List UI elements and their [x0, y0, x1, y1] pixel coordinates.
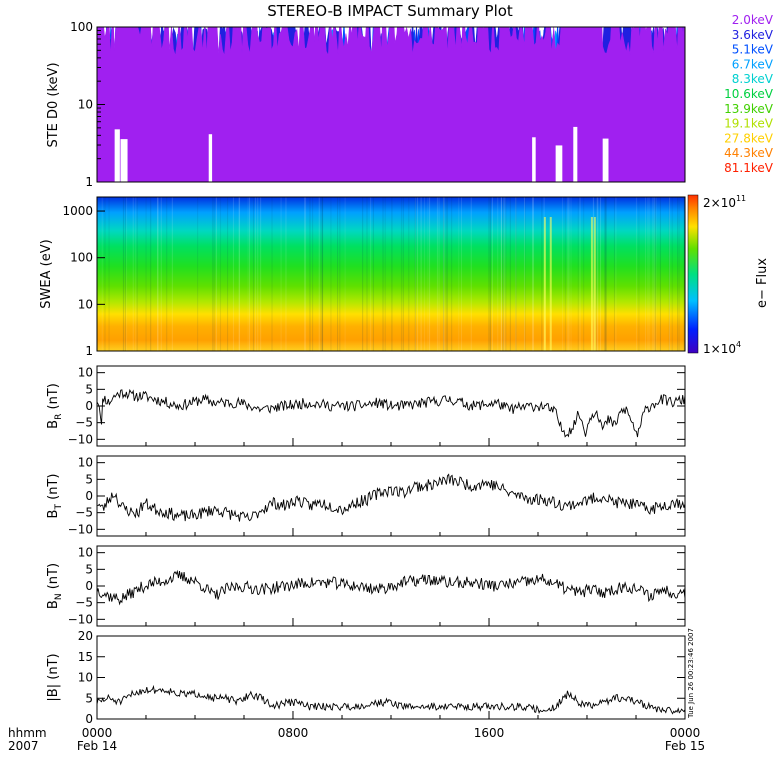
ste-legend-entry: 3.6keV [732, 28, 774, 42]
swea-y-tick-label: 1000 [62, 204, 93, 218]
swea-panel: 1 10 100 1000 SWEA (eV) 2×1011 1×104 e− Flu… [39, 194, 770, 358]
br-y-tick-label: 0 [85, 399, 93, 413]
bt-trace [96, 473, 686, 522]
time-axis-label-hhmm: hhmm [8, 726, 47, 740]
ste-series-group [97, 27, 685, 182]
ste-legend-entry: 10.6keV [724, 87, 774, 101]
ste-dropout [114, 129, 120, 182]
br-panel: 10 5 0 −5 −10 BR (nT) [46, 365, 686, 447]
ste-legend-entry: 13.9keV [724, 102, 774, 116]
ste-y-ticks: 1 10 100 [70, 20, 105, 189]
ste-dropout [555, 145, 563, 182]
time-tick-0800: 0800 [278, 726, 309, 740]
ste-series-2.0keV [97, 27, 685, 182]
bmag-frame [96, 635, 686, 720]
ste-dropout [602, 138, 609, 182]
br-y-tick-label: −5 [75, 416, 93, 430]
bn-y-tick-label: −10 [68, 612, 93, 626]
ste-legend-entry: 19.1keV [724, 117, 774, 131]
br-y-tick-label: 5 [85, 382, 93, 396]
ste-legend-entry: 6.7keV [732, 57, 774, 71]
colorbar-min-label: 1×104 [703, 340, 741, 356]
swea-y-tick-label: 10 [78, 297, 93, 311]
bt-frame [96, 455, 686, 537]
ste-y-tick-label: 100 [70, 20, 93, 34]
bmag-y-axis-label: |B| (nT) [46, 653, 61, 701]
ste-legend-entry: 2.0keV [732, 13, 774, 27]
bmag-y-tick-label: 5 [85, 691, 93, 705]
ste-legend: 2.0keV3.6keV5.1keV6.7keV8.3keV10.6keV13.… [724, 13, 774, 175]
swea-frame [96, 196, 686, 352]
ste-y-tick-label: 1 [85, 175, 93, 189]
swea-y-axis-label: SWEA (eV) [39, 239, 54, 308]
swea-y-ticks: 1 10 100 1000 [62, 204, 105, 358]
bt-y-tick-label: −10 [68, 522, 93, 536]
bmag-trace [96, 684, 686, 715]
time-tick-1600: 1600 [474, 726, 505, 740]
bt-panel: 10 5 0 −5 −10 BT (nT) [46, 455, 686, 537]
bn-y-tick-label: 10 [78, 546, 93, 560]
bt-y-tick-label: 10 [78, 456, 93, 470]
colorbar [687, 194, 699, 354]
ste-y-tick-label: 10 [78, 98, 93, 112]
br-y-tick-label: −10 [68, 432, 93, 446]
bmag-panel: 20 15 10 5 0 |B| (nT) [46, 629, 686, 726]
bmag-y-tick-label: 20 [78, 629, 93, 643]
ste-legend-entry: 8.3keV [732, 72, 774, 86]
br-y-tick-label: 10 [78, 366, 93, 380]
ste-dropout [573, 126, 578, 182]
swea-streak [590, 217, 593, 351]
date-label-end: Feb 15 [665, 739, 705, 753]
bn-y-tick-label: −5 [75, 596, 93, 610]
br-frame [96, 365, 686, 447]
bmag-y-tick-label: 0 [85, 712, 93, 726]
bmag-y-tick-label: 10 [78, 671, 93, 685]
colorbar-label: e− Flux [755, 258, 770, 308]
ste-legend-entry: 5.1keV [732, 43, 774, 57]
ste-dropout [208, 134, 213, 182]
ste-legend-entry: 27.8keV [724, 131, 774, 145]
swea-streak [593, 217, 596, 351]
bn-y-tick-label: 0 [85, 579, 93, 593]
bn-y-tick-label: 5 [85, 562, 93, 576]
swea-streak [543, 217, 546, 351]
date-label-start: Feb 14 [77, 739, 117, 753]
time-tick-0000-end: 0000 [670, 726, 701, 740]
bt-y-tick-label: 5 [85, 472, 93, 486]
swea-streak [549, 217, 552, 351]
ste-y-axis-label: STE D0 (keV) [46, 62, 61, 147]
swea-y-tick-label: 100 [70, 251, 93, 265]
bt-y-tick-label: −5 [75, 506, 93, 520]
colorbar-max-label: 2×1011 [703, 194, 746, 210]
bn-y-axis-label: BN (nT) [46, 563, 64, 609]
bn-trace [96, 569, 686, 606]
figure-title: STEREO-B IMPACT Summary Plot [267, 2, 513, 20]
ste-legend-entry: 81.1keV [724, 161, 774, 175]
time-axis-label-year: 2007 [8, 739, 39, 753]
swea-texture [101, 197, 685, 351]
bn-frame [96, 545, 686, 627]
time-tick-0000-start: 0000 [82, 726, 113, 740]
ste-panel: 1 10 100 STE D0 (keV) 2.0keV3.6keV5.1keV6.… [46, 13, 774, 189]
bt-y-tick-label: 0 [85, 489, 93, 503]
bn-panel: 10 5 0 −5 −10 BN (nT) [46, 545, 686, 627]
generation-timestamp: Tue Jun 26 00:23:46 2007 [687, 628, 695, 719]
time-axis: hhmm 2007 0000 0800 1600 0000 Feb 14 Feb… [8, 726, 705, 753]
swea-spectrogram [97, 197, 685, 351]
ste-legend-entry: 44.3keV [724, 146, 774, 160]
br-trace [96, 388, 686, 438]
bt-y-axis-label: BT (nT) [46, 474, 64, 519]
br-y-axis-label: BR (nT) [46, 383, 64, 429]
bmag-y-tick-label: 15 [78, 650, 93, 664]
swea-y-tick-label: 1 [85, 344, 93, 358]
ste-dropout [532, 137, 536, 182]
ste-dropout [120, 139, 128, 182]
